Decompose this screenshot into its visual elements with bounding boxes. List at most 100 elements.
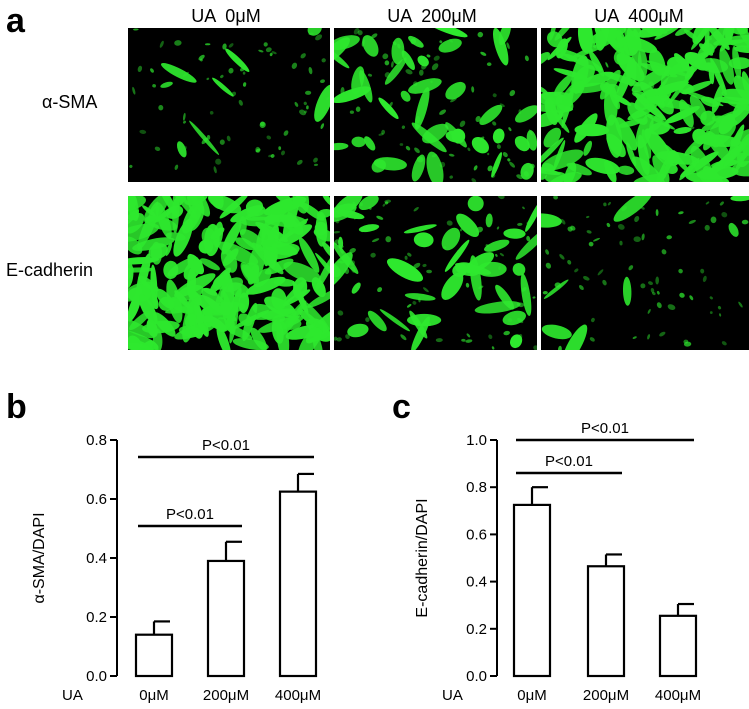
- stained-cell: [455, 262, 492, 275]
- stained-cell: [283, 261, 321, 283]
- stained-cell: [541, 324, 572, 340]
- stained-cell: [641, 233, 645, 241]
- y-tick-label: 0.8: [86, 432, 107, 449]
- stained-cell: [719, 313, 722, 317]
- stained-cell: [561, 324, 588, 350]
- stained-cell: [514, 135, 530, 152]
- y-axis-label: E-cadherin/DAPI: [414, 498, 431, 617]
- stained-cell: [298, 323, 324, 350]
- stained-cell: [728, 57, 749, 70]
- stained-cell: [613, 196, 653, 222]
- stained-cell: [128, 223, 160, 243]
- stained-cell: [491, 346, 495, 350]
- stained-cell: [411, 122, 447, 153]
- stained-cell: [354, 213, 360, 220]
- stained-cell: [514, 335, 521, 339]
- stained-cell: [186, 196, 198, 214]
- stained-cell: [334, 336, 338, 341]
- stained-cell: [545, 262, 552, 269]
- stained-cell: [445, 81, 466, 100]
- stained-cell: [266, 135, 272, 140]
- stained-cell: [300, 299, 330, 336]
- stained-cell: [413, 262, 421, 269]
- stained-cell: [239, 67, 245, 72]
- stained-cell: [228, 43, 234, 48]
- stained-cell: [532, 296, 536, 299]
- stained-cell: [400, 334, 407, 341]
- stained-cell: [204, 315, 227, 331]
- stained-cell: [212, 77, 234, 97]
- stained-cell: [159, 40, 164, 48]
- stained-cell: [220, 248, 238, 273]
- stained-cell: [150, 201, 159, 213]
- stained-cell: [492, 93, 497, 98]
- stained-cell: [722, 28, 733, 46]
- stained-cell: [633, 236, 641, 243]
- stained-cell: [230, 205, 264, 223]
- stained-cell: [471, 136, 489, 154]
- stained-cell: [183, 120, 186, 124]
- x-tick-label: 0μM: [517, 687, 546, 704]
- stained-cell: [446, 220, 453, 226]
- micrograph-e-cadherin-200um: [334, 196, 537, 350]
- stained-cell: [678, 268, 683, 274]
- stained-cell: [502, 152, 508, 158]
- stained-cell: [351, 266, 356, 273]
- x-tick-label: 200μM: [203, 687, 249, 704]
- stained-cell: [408, 78, 442, 94]
- stained-cell: [242, 71, 246, 75]
- stained-cell: [165, 242, 173, 257]
- stained-cell: [606, 222, 611, 228]
- stained-cell: [321, 196, 330, 207]
- stained-cell: [334, 86, 371, 104]
- stained-cell: [648, 81, 655, 89]
- stained-cell: [499, 103, 505, 108]
- stained-cell: [498, 28, 511, 46]
- stained-cell: [280, 150, 286, 156]
- stained-cell: [306, 105, 309, 110]
- x-tick-label: 200μM: [583, 687, 629, 704]
- stained-cell: [510, 334, 523, 349]
- stained-cell: [282, 289, 311, 307]
- stained-cell: [583, 276, 590, 281]
- stained-cell: [644, 128, 674, 167]
- stained-cell: [431, 63, 439, 71]
- stained-cell: [719, 201, 724, 206]
- row-label-a-sma: α-SMA: [42, 92, 98, 112]
- stained-cell: [422, 263, 427, 268]
- micrograph-a-sma-0um: [128, 28, 330, 182]
- stained-cell: [478, 285, 484, 290]
- stained-cell: [367, 73, 373, 77]
- stained-cell: [526, 235, 531, 242]
- stained-cell: [165, 232, 186, 241]
- significance-label: P<0.01: [202, 437, 250, 454]
- stained-cell: [692, 28, 707, 45]
- stained-cell: [688, 219, 696, 224]
- stained-cell: [681, 80, 713, 95]
- stained-cell: [405, 145, 411, 151]
- stained-cell: [526, 130, 537, 151]
- stained-cell: [404, 293, 436, 301]
- stained-cell: [299, 109, 307, 116]
- stained-cell: [238, 99, 243, 106]
- stained-cell: [589, 337, 595, 342]
- stained-cell: [313, 223, 324, 235]
- stained-cell: [647, 334, 651, 340]
- stained-cell: [391, 37, 405, 65]
- stained-cell: [545, 249, 550, 255]
- stained-cell: [430, 80, 433, 84]
- stained-cell: [263, 42, 268, 47]
- stained-cell: [335, 219, 340, 224]
- stained-cell: [271, 51, 277, 55]
- stained-cell: [206, 135, 211, 140]
- stained-cell: [467, 147, 471, 152]
- stained-cell: [574, 113, 598, 143]
- stained-cell: [283, 130, 289, 136]
- stained-cell: [709, 311, 713, 315]
- stained-cell: [689, 295, 694, 301]
- stained-cell: [307, 28, 322, 36]
- stained-cell: [730, 196, 749, 202]
- stained-cell: [465, 282, 470, 288]
- stained-cell: [667, 304, 676, 310]
- stained-cell: [352, 201, 357, 208]
